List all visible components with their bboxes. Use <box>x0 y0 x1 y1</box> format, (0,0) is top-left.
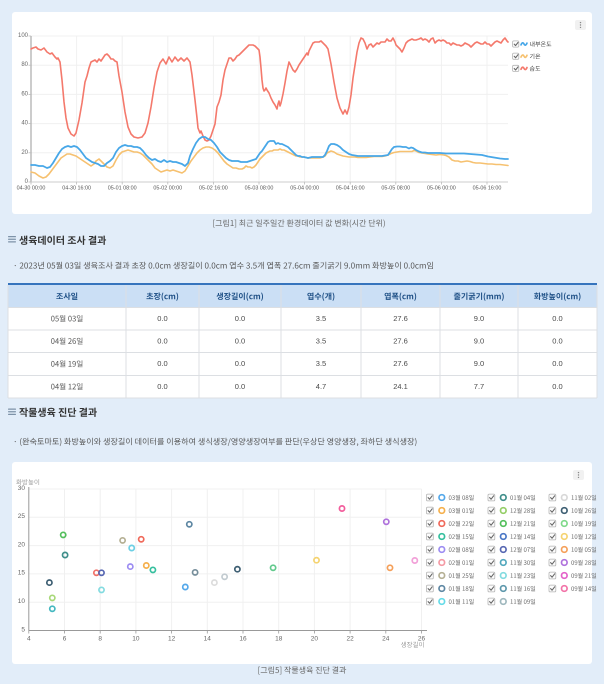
svg-text:0.0: 0.0 <box>157 359 167 368</box>
svg-text:0: 0 <box>25 179 29 185</box>
svg-text:05-06 00:00: 05-06 00:00 <box>427 186 456 192</box>
svg-text:05-06 16:00: 05-06 16:00 <box>473 186 502 192</box>
svg-text:20: 20 <box>21 150 28 156</box>
svg-text:9.0: 9.0 <box>474 314 484 323</box>
svg-text:3.5: 3.5 <box>316 359 326 368</box>
svg-text:22: 22 <box>346 636 354 643</box>
svg-text:0.0: 0.0 <box>235 359 245 368</box>
svg-text:05-02 16:00: 05-02 16:00 <box>199 186 228 192</box>
svg-text:25: 25 <box>18 513 26 520</box>
svg-text:0.0: 0.0 <box>157 337 167 346</box>
svg-text:3.5: 3.5 <box>316 337 326 346</box>
svg-text:05-01 08:00: 05-01 08:00 <box>108 186 137 192</box>
svg-text:100: 100 <box>18 33 29 39</box>
svg-text:12: 12 <box>168 636 176 643</box>
svg-text:7.7: 7.7 <box>474 382 484 391</box>
svg-text:05-02 00:00: 05-02 00:00 <box>153 186 182 192</box>
svg-text:15: 15 <box>18 570 26 577</box>
svg-text:05-04 00:00: 05-04 00:00 <box>290 186 319 192</box>
svg-text:05-03 08:00: 05-03 08:00 <box>245 186 274 192</box>
svg-text:0.0: 0.0 <box>552 359 562 368</box>
svg-text:14: 14 <box>204 636 212 643</box>
svg-text:24.1: 24.1 <box>393 382 408 391</box>
svg-text:8: 8 <box>98 636 102 643</box>
svg-text:27.6: 27.6 <box>393 314 408 323</box>
svg-text:30: 30 <box>18 485 26 492</box>
svg-text:04-30 16:00: 04-30 16:00 <box>62 186 91 192</box>
svg-text:24: 24 <box>382 636 390 643</box>
svg-text:20: 20 <box>18 541 26 548</box>
svg-text:40: 40 <box>21 121 28 127</box>
svg-text:20: 20 <box>311 636 319 643</box>
svg-text:10: 10 <box>18 598 26 605</box>
svg-text:27.6: 27.6 <box>393 359 408 368</box>
svg-text:6: 6 <box>63 636 67 643</box>
svg-text:0.0: 0.0 <box>235 382 245 391</box>
svg-text:05-04 16:00: 05-04 16:00 <box>336 186 365 192</box>
svg-text:26: 26 <box>418 636 426 643</box>
svg-text:4.7: 4.7 <box>316 382 326 391</box>
svg-text:9.0: 9.0 <box>474 359 484 368</box>
svg-text:05-05 08:00: 05-05 08:00 <box>381 186 410 192</box>
svg-text:5: 5 <box>21 626 25 633</box>
svg-text:27.6: 27.6 <box>393 337 408 346</box>
svg-text:0.0: 0.0 <box>157 382 167 391</box>
svg-text:0.0: 0.0 <box>157 314 167 323</box>
svg-text:18: 18 <box>275 636 283 643</box>
svg-text:60: 60 <box>21 91 28 97</box>
svg-text:3.5: 3.5 <box>316 314 326 323</box>
svg-text:0.0: 0.0 <box>552 314 562 323</box>
svg-text:80: 80 <box>21 62 28 68</box>
svg-text:04-30 00:00: 04-30 00:00 <box>17 186 46 192</box>
svg-text:0.0: 0.0 <box>552 337 562 346</box>
svg-text:0.0: 0.0 <box>235 314 245 323</box>
svg-text:4: 4 <box>27 636 31 643</box>
svg-text:9.0: 9.0 <box>474 337 484 346</box>
svg-text:16: 16 <box>239 636 247 643</box>
svg-text:0.0: 0.0 <box>235 337 245 346</box>
svg-text:10: 10 <box>132 636 140 643</box>
svg-text:0.0: 0.0 <box>552 382 562 391</box>
